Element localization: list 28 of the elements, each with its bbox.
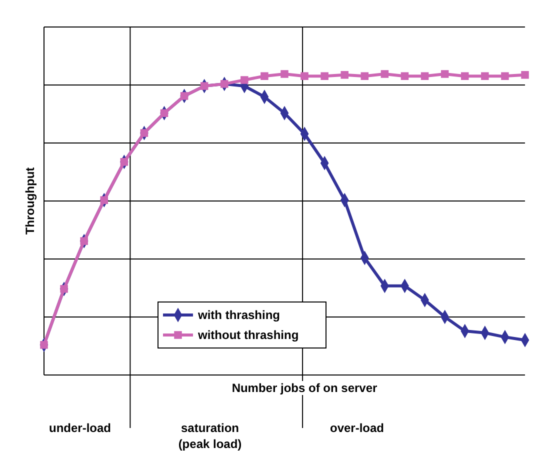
point (360, 72, 369, 80)
point (340, 71, 348, 79)
point (260, 72, 268, 80)
point (461, 72, 469, 80)
text: over-load (330, 421, 384, 435)
point (120, 158, 128, 166)
point (180, 92, 188, 100)
point (200, 82, 208, 90)
text: saturation (peak load) (178, 421, 242, 451)
x-axis-title: Number jobs of on server (232, 381, 378, 395)
point (521, 71, 529, 79)
point (280, 70, 288, 78)
legend-label: without thrashing (197, 328, 299, 342)
y-axis-title: Throughput (23, 167, 37, 235)
point (501, 72, 509, 80)
text: under-load (49, 421, 111, 435)
point (160, 109, 168, 118)
point (220, 80, 228, 88)
point (400, 72, 409, 80)
point (481, 72, 489, 80)
point (240, 76, 248, 84)
point (440, 70, 449, 78)
legend-label: with thrashing (197, 308, 280, 322)
point (320, 72, 328, 80)
point (300, 72, 308, 80)
point (420, 72, 429, 80)
point (380, 70, 389, 78)
point (140, 129, 148, 137)
